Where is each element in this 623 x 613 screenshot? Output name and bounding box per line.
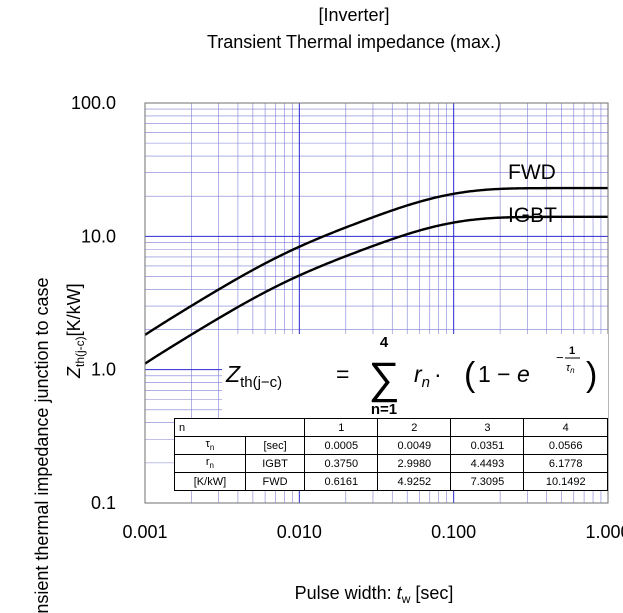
table-row-tau: τn [sec] 0.0005 0.0049 0.0351 0.0566: [174, 436, 608, 455]
formula-exp-den: τn: [566, 362, 575, 375]
x-tick-labels: 0.001 0.010 0.100 1.000: [122, 522, 623, 542]
y-tick-label: 0.1: [91, 493, 116, 513]
x-tick-label: 0.100: [431, 522, 476, 542]
formula-paren-open: (: [464, 356, 476, 394]
y-tick-label: 100.0: [71, 93, 116, 113]
curves: [144, 186, 608, 365]
table-header-col: 1: [304, 418, 379, 437]
y-axis-label: Transient thermal impedance junction to …: [32, 277, 52, 613]
y-axis-label-main: Transient thermal impedance junction to …: [32, 277, 52, 613]
x-tick-label: 1.000: [585, 522, 623, 542]
table-header-col: 3: [450, 418, 525, 437]
x-axis-subscript: w: [401, 592, 411, 606]
formula-box: [222, 334, 608, 418]
y-tick-labels: 0.1 1.0 10.0 100.0: [71, 93, 116, 513]
formula-sum-sign: ∑: [368, 354, 399, 403]
table-fwd-label: FWD: [244, 472, 306, 491]
r-symbol: r: [205, 456, 210, 469]
formula-lhs-symbol: Z: [225, 361, 241, 387]
y-axis-symbol: Z: [64, 366, 84, 379]
formula-exp-num: 1: [569, 345, 575, 357]
formula-sum-lower: n=1: [371, 401, 397, 418]
table-cell: 0.3750: [304, 454, 379, 473]
svg-text:Transient thermal impedance ju: Transient thermal impedance junction to …: [32, 277, 52, 613]
chart-subtitle: Transient Thermal impedance (max.): [207, 32, 501, 52]
tau-subscript: n: [209, 443, 215, 453]
formula-lhs: Zth(j−c): [225, 361, 282, 391]
table-r-label: rn: [174, 454, 246, 473]
x-axis-label: Pulse width: tw [sec]: [295, 583, 454, 606]
formula-one-minus-text: 1 −: [478, 361, 517, 387]
r-subscript: n: [209, 461, 214, 471]
x-axis-symbol: t: [397, 583, 403, 603]
formula-tau-subscript: n: [570, 366, 575, 375]
formula-exp-minus: −: [556, 350, 564, 365]
table-cell: 0.0566: [523, 436, 608, 455]
table-header-col: 2: [377, 418, 452, 437]
formula-r: r: [414, 361, 423, 387]
table-cell: 4.9252: [377, 472, 452, 491]
y-tick-label: 1.0: [91, 360, 116, 380]
formula-equals: =: [336, 361, 349, 387]
table-cell: 4.4493: [450, 454, 525, 473]
table-tau-label: τn: [174, 436, 246, 455]
formula-paren-close: ): [586, 356, 597, 394]
table-cell: 0.6161: [304, 472, 379, 491]
table-row-igbt: rn IGBT 0.3750 2.9980 4.4493 6.1778: [174, 454, 608, 473]
y-tick-label: 10.0: [81, 226, 116, 246]
table-cell: 0.0049: [377, 436, 452, 455]
chart-title: [Inverter]: [318, 5, 389, 25]
table-header-col: 4: [523, 418, 608, 437]
table-r-unit: [K/kW]: [174, 472, 246, 491]
formula-tau: τ: [566, 362, 571, 374]
y-axis-unit: [K/kW]: [64, 283, 84, 336]
formula-one-minus: 1 − e: [478, 361, 530, 387]
table-header-row: n 1 2 3 4: [173, 418, 608, 437]
formula-lhs-subscript: th(j−c): [240, 374, 282, 391]
tau-symbol: τ: [205, 438, 210, 451]
table-row-fwd: [K/kW] FWD 0.6161 4.9252 7.3095 10.1492: [174, 472, 608, 491]
svg-text:Zth(j-c)[K/kW]: Zth(j-c)[K/kW]: [64, 283, 87, 379]
series-label-igbt: IGBT: [508, 204, 557, 227]
x-tick-label: 0.010: [277, 522, 322, 542]
series-label-fwd: FWD: [508, 161, 556, 184]
formula-dot: ·: [434, 361, 442, 387]
plot-frame: [144, 102, 609, 504]
table-header-n: n: [173, 418, 306, 437]
formula-e: e: [517, 361, 530, 387]
y-axis-unit-label: Zth(j-c)[K/kW]: [64, 283, 87, 379]
thermal-parameters-table: n 1 2 3 4 τn [sec] 0.0005 0.0049 0.0351 …: [173, 418, 608, 491]
table-cell: 6.1778: [523, 454, 608, 473]
formula-r-subscript: n: [422, 374, 430, 391]
series-line-igbt: [144, 215, 608, 365]
table-cell: 7.3095: [450, 472, 525, 491]
series-line-fwd: [144, 186, 608, 336]
table-cell: 0.0351: [450, 436, 525, 455]
table-cell: 2.9980: [377, 454, 452, 473]
y-axis-subscript: th(j-c): [73, 336, 87, 367]
x-tick-label: 0.001: [122, 522, 167, 542]
table-tau-unit: [sec]: [244, 436, 306, 455]
table-igbt-label: IGBT: [244, 454, 306, 473]
formula-term: rn ·: [414, 361, 442, 391]
table-cell: 0.0005: [304, 436, 379, 455]
x-axis-unit: [sec]: [410, 583, 453, 603]
x-axis-label-prefix: Pulse width:: [295, 583, 397, 603]
table-cell: 10.1492: [523, 472, 608, 491]
formula: Zth(j−c) = 4 ∑ n=1 rn · ( 1 − e − 1 τn ): [225, 334, 597, 418]
formula-sum-upper: 4: [380, 334, 389, 351]
